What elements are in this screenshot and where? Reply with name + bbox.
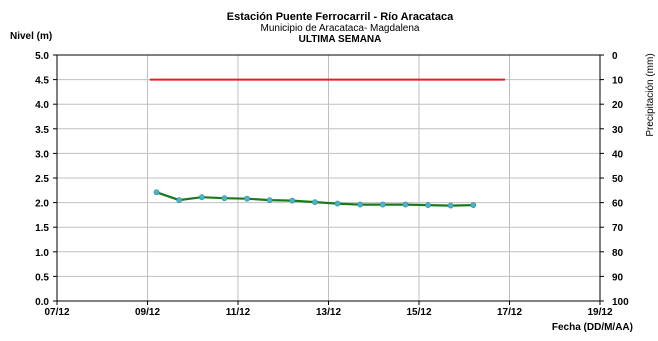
chart-title: Estación Puente Ferrocarril - Río Aracat… [227, 11, 454, 23]
y2-tick-label: 70 [612, 223, 624, 234]
level-point [470, 202, 477, 208]
level-point [425, 202, 431, 208]
y2-tick-label: 50 [612, 174, 624, 185]
x-tick-label: 07/12 [44, 307, 69, 318]
y-tick-label: 0.0 [35, 297, 49, 308]
y2-tick-label: 80 [612, 248, 624, 259]
x-tick-label: 09/12 [135, 307, 160, 318]
chart-subtitle: Municipio de Aracataca- Magdalena [261, 23, 420, 34]
y-axis-label: Nivel (m) [10, 31, 52, 42]
y-tick-label: 4.5 [35, 76, 49, 87]
y2-axis-label: Precipitación (mm) [645, 53, 656, 136]
y-tick-label: 4.0 [35, 100, 49, 111]
y2-tick-label: 60 [612, 199, 624, 210]
y-tick-label: 2.5 [35, 174, 49, 185]
level-point [379, 201, 386, 208]
plot-layer: 0.0 0 0.5 10 1.0 20 1.5 30 2.0 40 2.5 50 3.0 60 3.5 70 4… [35, 51, 629, 318]
x-tick-label: 17/12 [497, 307, 522, 318]
x-tick-label: 19/12 [587, 307, 612, 318]
y2-tick-label: 20 [612, 100, 624, 111]
level-point [244, 195, 250, 202]
x-tick-label: 13/12 [316, 307, 341, 318]
x-tick-label: 11/12 [226, 307, 251, 318]
y2-tick-label: 40 [612, 149, 624, 160]
level-point [402, 201, 409, 208]
y-tick-label: 1.0 [35, 248, 49, 259]
y-tick-label: 1.5 [35, 223, 49, 234]
level-point [289, 197, 296, 204]
y2-tick-label: 100 [612, 297, 629, 308]
level-point [221, 195, 228, 202]
y-tick-label: 3.0 [35, 149, 49, 160]
y2-tick-label: 0 [612, 51, 618, 62]
y2-tick-label: 10 [612, 76, 624, 87]
level-point [357, 201, 364, 208]
x-tick-label: 15/12 [406, 307, 431, 318]
y2-tick-label: 90 [612, 272, 624, 283]
level-point [176, 197, 183, 204]
level-point [153, 189, 160, 196]
plot-frame [56, 54, 601, 302]
level-point [312, 199, 318, 206]
y-tick-label: 0.5 [35, 272, 49, 283]
level-point [198, 194, 205, 201]
chart-period: ULTIMA SEMANA [299, 34, 382, 45]
level-point [447, 202, 454, 209]
level-point [266, 197, 273, 204]
level-point [334, 200, 341, 207]
y-tick-label: 5.0 [35, 51, 49, 62]
y-tick-label: 3.5 [35, 125, 49, 136]
x-axis-label: Fecha (DD/M/AA) [552, 322, 633, 333]
y-tick-label: 2.0 [35, 199, 49, 210]
y2-tick-label: 30 [612, 125, 624, 136]
